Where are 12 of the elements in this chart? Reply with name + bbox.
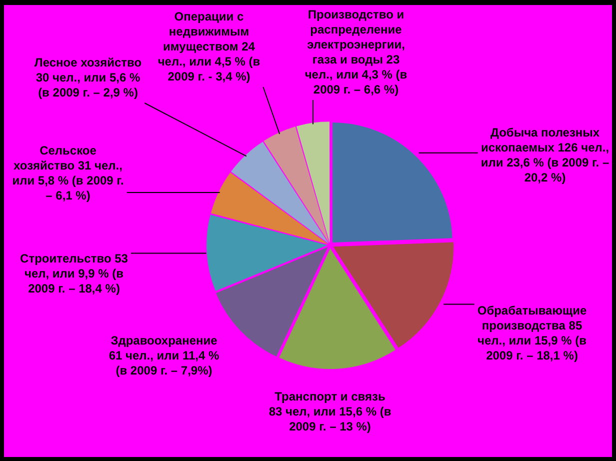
slice-label: Транспорт и связь (274, 389, 386, 404)
slice-label: Обрабатывающие производства 85 чел., или 15,9 % (в 2009 г. – 18,1 %) (477, 303, 587, 362)
data-label: 30 чел., или 5,6 % (в 2009 г. – 2,9 %) (36, 70, 140, 100)
slice-label: Сельское хозяйство 31 чел., или 5,8 % (в 2009 г. – 6,1 %) (12, 143, 124, 202)
slice-label: Операции с недвижимым имуществом 24 чел., или 4,5 % (в 2009 г. - 3,4 %) (158, 9, 260, 84)
slice-label: Строительство 53 чел, или 9,9 % (в 2009 г. – 18,4 %) (20, 251, 128, 296)
slice-label: Добыча полезных ископаемых 126 чел., или 23,6 % (в 2009 г. – 20,2 %) (480, 125, 610, 184)
slice-label: Здравоохранение (110, 333, 218, 348)
slice-label: Производство и распределение электроэнергии, газа и воды 23 чел., или 4,3 % (в 2009 г. – 6,6 %) (304, 7, 408, 96)
data-label: 83 чел, или 15,6 % (в 2009 г. – 13 %) (268, 404, 392, 434)
slice-label: Лесное хозяйство (34, 55, 142, 70)
data-label: 61 чел., или 11,4 % (в 2009 г. – 7,9%) (108, 348, 220, 378)
